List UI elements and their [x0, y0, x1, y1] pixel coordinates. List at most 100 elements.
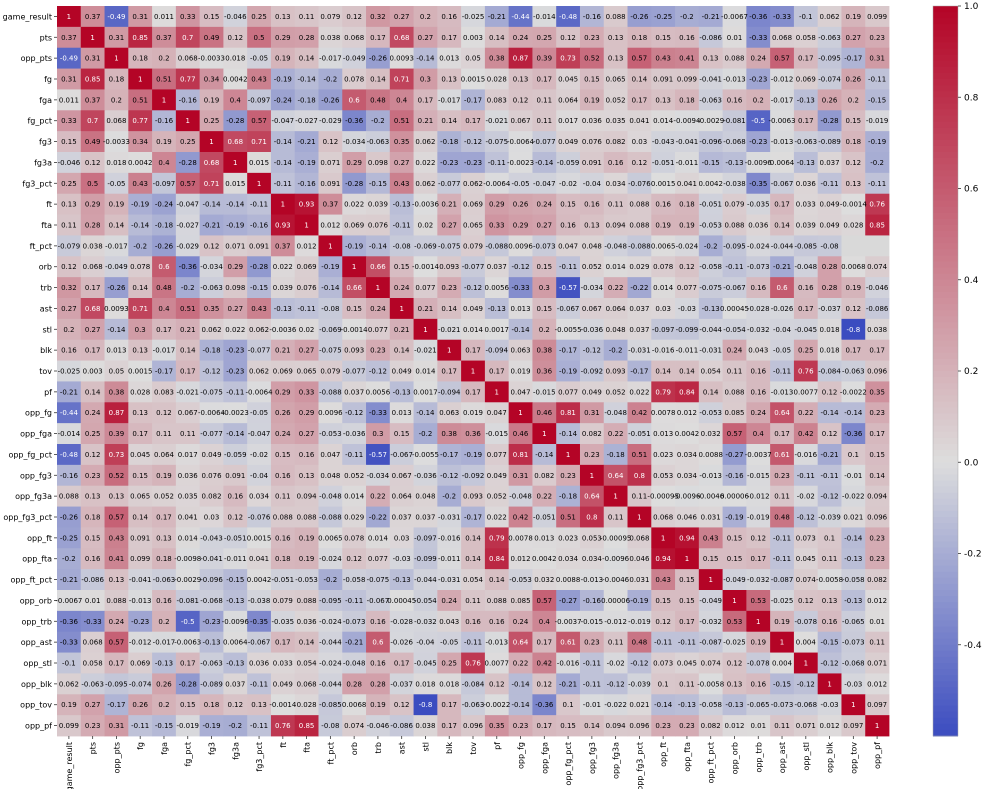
heatmap-cell-value: -0.48 — [60, 451, 78, 459]
heatmap-cell — [722, 110, 747, 132]
heatmap-cell-value: -0.33 — [60, 639, 78, 647]
heatmap-cell — [294, 318, 319, 341]
heatmap-cell-value: -0.097 — [414, 534, 437, 542]
heatmap-cell-value: 0.15 — [655, 34, 671, 42]
heatmap-cell — [57, 193, 82, 215]
heatmap-cell-value: 0.48 — [370, 96, 386, 104]
colorbar-segment — [933, 346, 958, 354]
heatmap-cell-value: -0.2 — [133, 242, 147, 250]
colorbar-tick-label: 0.2 — [964, 367, 978, 377]
heatmap-cell-value: 0.26 — [275, 409, 291, 417]
heatmap-cell-value: -0.08 — [321, 305, 339, 313]
heatmap-cell-value: -0.12 — [464, 284, 482, 292]
heatmap-cell-value: -0.037 — [390, 680, 413, 688]
colorbar-segment — [933, 590, 958, 597]
heatmap-cell-value: 0.028 — [487, 76, 507, 84]
heatmap-cell — [366, 235, 391, 257]
heatmap-cell-value: -0.12 — [797, 514, 815, 522]
heatmap-cell — [80, 423, 105, 445]
heatmap-cell — [461, 277, 486, 299]
colorbar-segment — [933, 663, 958, 670]
heatmap-cell — [770, 235, 795, 257]
y-tick-label: opp_pf — [25, 722, 52, 731]
heatmap-cell — [270, 256, 296, 278]
heatmap-cell-value: 0.077 — [558, 388, 578, 396]
heatmap-cell-value: -0.077 — [533, 138, 556, 146]
colorbar-segment — [933, 577, 958, 585]
colorbar-segment — [933, 85, 958, 92]
heatmap-cell — [746, 339, 771, 361]
y-tick-label: opp_fg — [25, 409, 52, 418]
heatmap-cell-value: -0.19 — [868, 138, 886, 146]
heatmap-cell-value: -0.28 — [821, 117, 839, 125]
heatmap-cell — [651, 172, 676, 195]
heatmap-cell — [80, 26, 105, 49]
heatmap-cell — [461, 172, 486, 195]
heatmap-cell-value: 1 — [328, 242, 332, 250]
heatmap-cell — [579, 318, 605, 341]
heatmap-cell-value: -0.13 — [393, 576, 411, 584]
heatmap-cell — [223, 256, 248, 278]
heatmap-cell-value: -0.031 — [438, 514, 461, 522]
heatmap-cell-value: 0.052 — [487, 493, 507, 501]
heatmap-cell — [793, 318, 819, 341]
colorbar-segment — [933, 717, 958, 725]
heatmap-cell-value: -0.0046 — [602, 576, 630, 584]
heatmap-cell — [651, 381, 676, 403]
heatmap-cell — [579, 152, 605, 174]
heatmap-cell-value: -0.11 — [583, 660, 601, 668]
heatmap-cell-value: -0.078 — [795, 618, 818, 626]
heatmap-cell-value: -0.11 — [131, 722, 149, 730]
heatmap-cell — [366, 298, 391, 320]
heatmap-cell-value: -0.092 — [462, 472, 485, 480]
heatmap-cell-value: 0.038 — [867, 326, 887, 334]
heatmap-cell-value: 0.16 — [465, 618, 481, 626]
heatmap-cell-value: 0.11 — [869, 639, 885, 647]
y-tick-label: stl — [42, 325, 52, 334]
heatmap-cell-value: 0.13 — [703, 55, 719, 63]
heatmap-cell-value: -0.17 — [630, 368, 648, 376]
heatmap-cell — [152, 152, 177, 174]
heatmap-cell-value: -0.14 — [416, 409, 435, 417]
heatmap-cell-value: 0.18 — [679, 201, 695, 209]
heatmap-cell — [437, 131, 462, 153]
heatmap-cell — [698, 152, 723, 174]
heatmap-cell — [318, 131, 343, 153]
heatmap-cell-value: -0.17 — [107, 701, 125, 709]
heatmap-cell-value: 0.85 — [299, 722, 315, 730]
heatmap-cell-value: 0.065 — [606, 76, 626, 84]
heatmap-cell-value: -0.044 — [771, 242, 794, 250]
heatmap-cell-value: 0.43 — [251, 305, 267, 313]
heatmap-cell — [389, 89, 414, 111]
heatmap-cell-value: -0.33 — [773, 13, 791, 21]
heatmap-cell-value: -0.26 — [107, 284, 126, 292]
heatmap-cell — [770, 172, 795, 195]
heatmap-cell-value: -0.15 — [773, 680, 791, 688]
heatmap-cell-value: 1 — [518, 409, 522, 417]
heatmap-cell-value: -0.034 — [367, 472, 390, 480]
heatmap-cell-value: 0.13 — [441, 76, 457, 84]
heatmap-cell-value: 0.12 — [346, 555, 362, 563]
heatmap-cell — [817, 277, 842, 299]
heatmap-cell — [270, 6, 296, 28]
heatmap-cell-value: 0.068 — [629, 534, 649, 542]
heatmap-cell — [746, 26, 771, 49]
heatmap-cell-value: 0.036 — [297, 618, 318, 626]
heatmap-cell-value: 0.22 — [608, 284, 624, 292]
heatmap-cell-value: -0.039 — [628, 680, 651, 688]
heatmap-cell-value: 0.11 — [774, 493, 790, 501]
heatmap-cell-value: -0.13 — [488, 305, 506, 313]
heatmap-cell-value: 0.082 — [534, 472, 554, 480]
heatmap-cell-value: 0.069 — [796, 76, 816, 84]
heatmap-cell-value: 0.23 — [655, 722, 671, 730]
heatmap-cell-value: 0.093 — [606, 368, 626, 376]
heatmap-cell-value: 0.19 — [156, 472, 172, 480]
heatmap-cell-value: 0.57 — [537, 597, 553, 605]
heatmap-cell-value: -0.11 — [559, 263, 577, 271]
heatmap-cell-value: 0.24 — [750, 409, 766, 417]
heatmap-cell — [532, 131, 557, 153]
colorbar-segment — [933, 510, 958, 518]
heatmap-cell-value: 0.076 — [368, 222, 389, 230]
heatmap-cell — [746, 89, 771, 111]
colorbar-segment — [933, 729, 958, 737]
